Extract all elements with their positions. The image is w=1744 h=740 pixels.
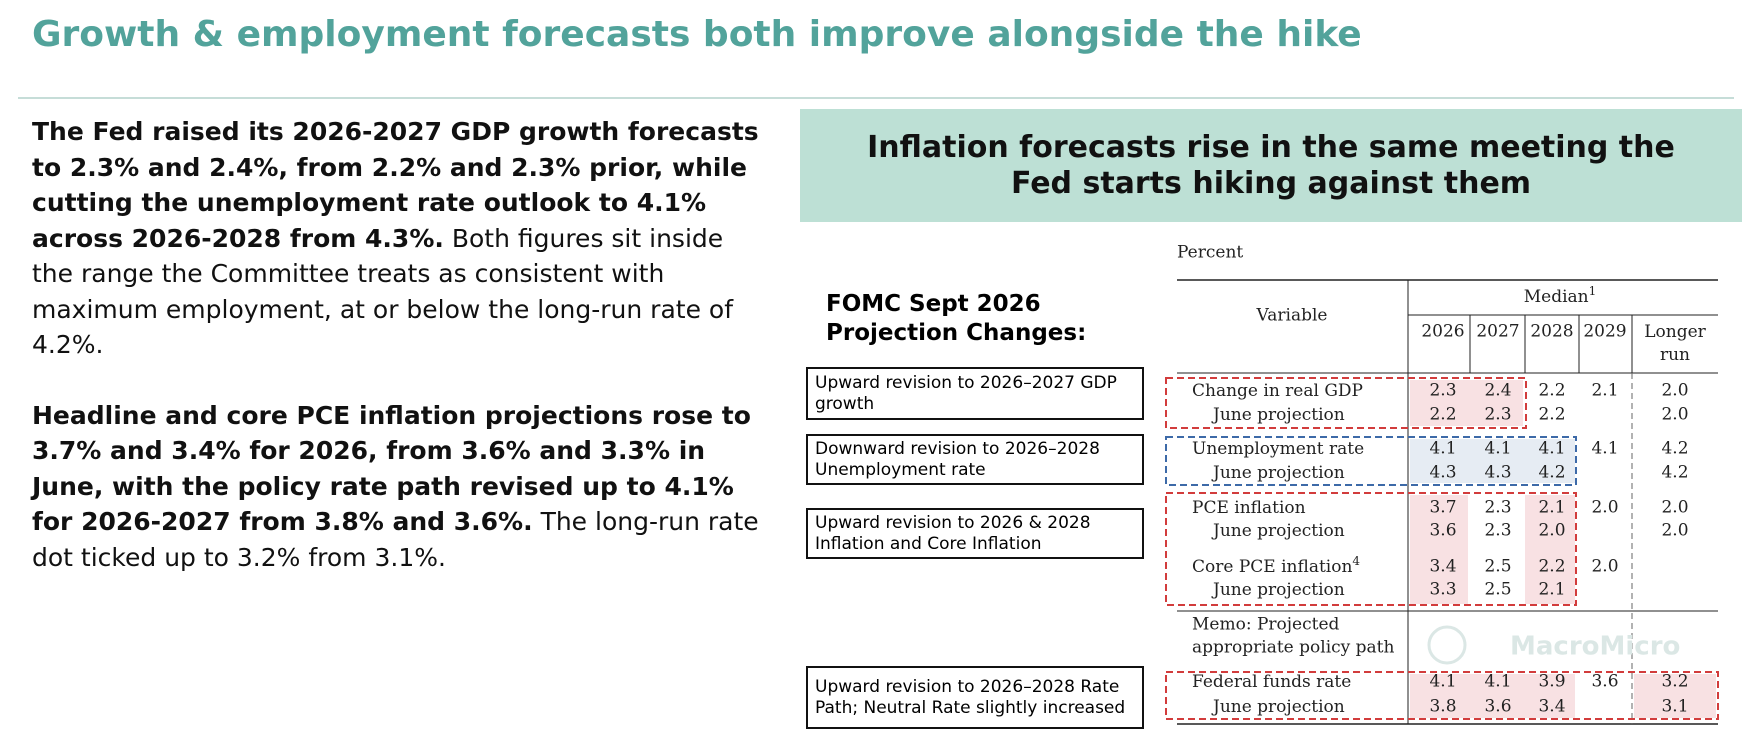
bold-text: Headline and core PCE inflation projecti… [32,400,751,537]
cell-value: 2.5 [1484,580,1511,600]
label: Unemployment rate [1192,439,1364,459]
label: June projection [1211,405,1345,425]
paragraph: The Fed raised its 2026-2027 GDP growth … [32,114,762,363]
column-header: 2027 [1476,322,1519,342]
cell-value: 3.6 [1484,697,1511,717]
cell-value: 2.0 [1661,405,1688,425]
text: Both figures sit inside the range the Co… [32,223,733,360]
cell-value: 4.1 [1484,439,1511,459]
footnote-mark: 1 [1589,284,1597,298]
cell-value: 3.8 [1429,697,1456,717]
cell-value: 2.3 [1429,381,1456,401]
watermark: MacroMicro [1510,632,1680,662]
row-label: Unemployment rate [1192,439,1364,459]
highlights [1410,380,1716,718]
cell-value: 3.4 [1538,697,1565,717]
row-label: Core PCE inflation4 [1192,554,1360,577]
label: PCE inflation [1192,498,1306,518]
cell-value: 4.3 [1484,463,1511,483]
row-label: Change in real GDP [1192,381,1363,401]
label: June projection [1211,580,1345,600]
cell-value: 4.1 [1538,439,1565,459]
row-label: Memo: Projected [1192,615,1339,635]
callout: Upward revision to 2026–2028 Rate Path; … [806,666,1144,729]
divider [18,97,1734,99]
cell-value: 4.1 [1591,439,1618,459]
column-header: 2028 [1530,322,1573,342]
text: The long-run rate dot ticked up to 3.2% … [32,507,759,572]
row-label: June projection [1211,697,1345,717]
cell-value: 2.3 [1484,405,1511,425]
paragraph: Headline and core PCE inflation projecti… [32,398,762,576]
revision-boxes [1165,377,1719,720]
callout: Downward revision to 2026–2028 Unemploym… [806,434,1144,485]
page-title: Growth & employment forecasts both impro… [32,14,1362,55]
cell-value: 4.3 [1429,463,1456,483]
bold-text: The Fed raised its 2026-2027 GDP growth … [32,117,759,253]
callout: Upward revision to 2026–2027 GDP growth [806,367,1144,420]
cell-value: 3.7 [1429,498,1456,518]
row-label: June projection [1211,405,1345,425]
cell-value: 2.0 [1661,381,1688,401]
cell-value: 2.1 [1591,381,1618,401]
cell-value: 4.2 [1661,463,1688,483]
cell-value: 2.0 [1661,498,1688,518]
cell-value: 2.2 [1538,557,1565,577]
cell-value: 2.5 [1484,557,1511,577]
cell-value: 3.4 [1429,557,1456,577]
label: June projection [1211,463,1345,483]
row-label: Federal funds rate [1192,672,1351,692]
cell-value: 2.2 [1538,381,1565,401]
row-label: PCE inflation [1192,498,1306,518]
cell-value: 2.2 [1429,405,1456,425]
row-label: June projection [1211,521,1345,541]
label: Federal funds rate [1192,672,1351,692]
cell-value: 2.0 [1538,521,1565,541]
footnote-mark: 4 [1352,554,1360,568]
cell-value: 3.6 [1429,521,1456,541]
label: Change in real GDP [1192,381,1363,401]
cell-value: 4.1 [1429,439,1456,459]
column-group-header: Median1 [1524,284,1597,307]
column-header: Variable [1256,306,1328,326]
cell-value: 2.2 [1538,405,1565,425]
cell-value: 3.2 [1661,672,1688,692]
cell-value: 4.2 [1538,463,1565,483]
row-label: June projection [1211,580,1345,600]
cell-value: 2.3 [1484,498,1511,518]
commentary: The Fed raised its 2026-2027 GDP growth … [32,114,762,610]
cell-value: 4.1 [1429,672,1456,692]
cell-value: 2.4 [1484,381,1511,401]
row-label: appropriate policy path [1192,638,1395,658]
table-lines [1177,279,1718,725]
callout: Upward revision to 2026 & 2028 Inflation… [806,508,1144,559]
panel-title: Inflation forecasts rise in the same mee… [800,109,1742,222]
label: Core PCE inflation [1192,557,1352,577]
cell-value: 4.2 [1661,439,1688,459]
cell-value: 3.1 [1661,697,1688,717]
table-body: 2026 2027 2028 2029 Longer run Change in real … [1192,322,1707,717]
cell-value: 2.0 [1661,521,1688,541]
row-label: June projection [1211,463,1345,483]
cell-value: 3.6 [1591,672,1618,692]
cell-value: 2.0 [1591,498,1618,518]
column-header: 2029 [1583,322,1626,342]
column-header: Longer run [1644,322,1706,365]
cell-value: 3.9 [1538,672,1565,692]
cell-value: 4.1 [1484,672,1511,692]
cell-value: 3.3 [1429,580,1456,600]
side-title: FOMC Sept 2026 Projection Changes: [826,291,1087,346]
column-header: 2026 [1421,322,1464,342]
cell-value: 2.0 [1591,557,1618,577]
cell-value: 2.3 [1484,521,1511,541]
watermark-icon [1427,625,1467,665]
label: June projection [1211,697,1345,717]
label: June projection [1211,521,1345,541]
median-label: Median [1524,287,1589,307]
unit-label: Percent [1177,243,1243,263]
cell-value: 2.1 [1538,580,1565,600]
cell-value: 2.1 [1538,498,1565,518]
